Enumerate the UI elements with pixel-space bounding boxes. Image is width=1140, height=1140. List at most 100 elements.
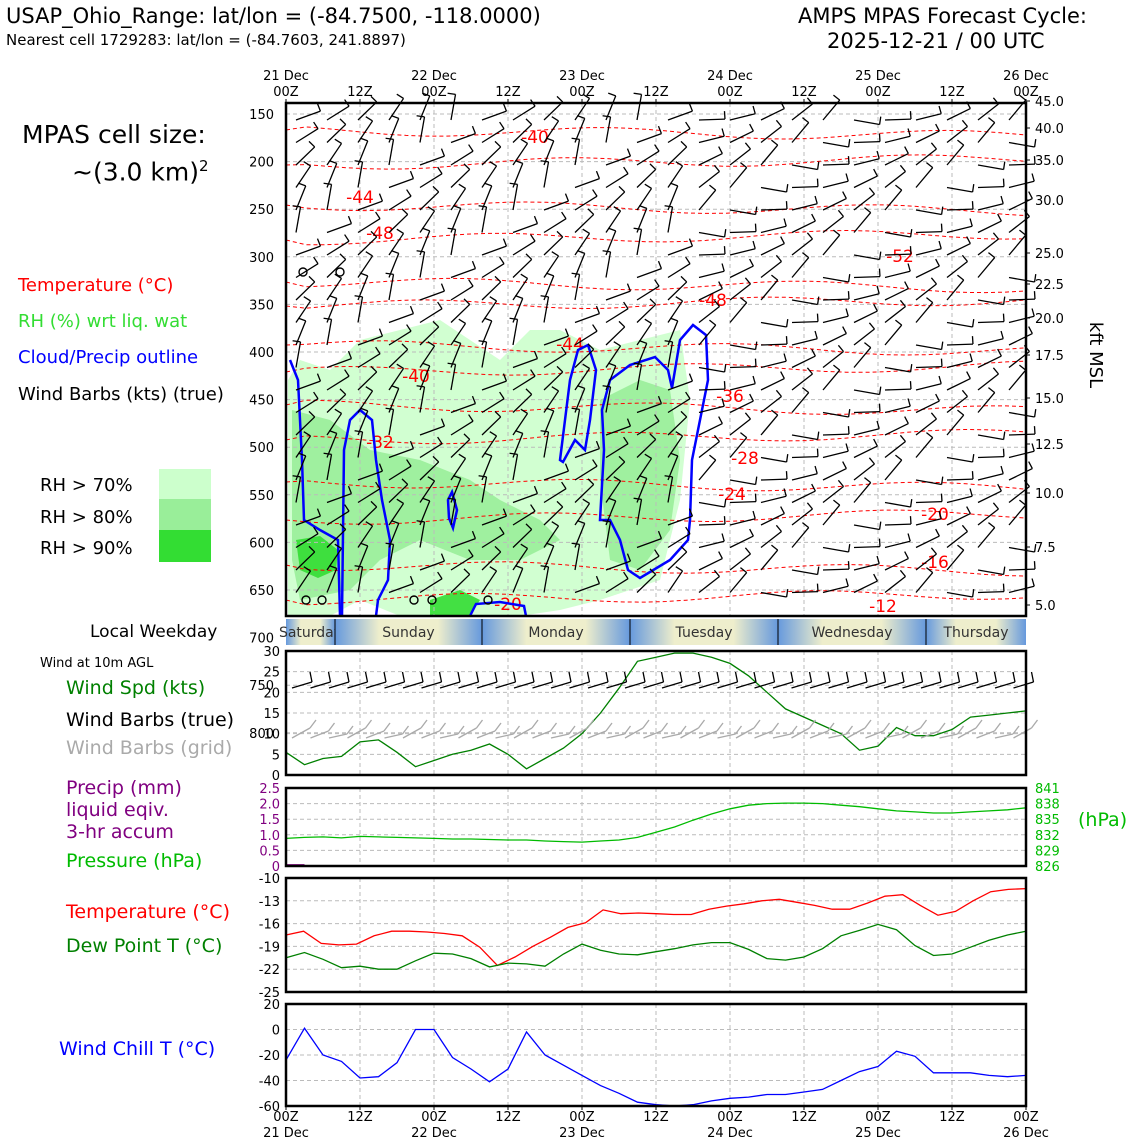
wind-barb-top xyxy=(791,220,816,234)
wind-barb-top xyxy=(1008,504,1027,526)
wind-barb-top xyxy=(729,400,754,414)
wind-barb-flag xyxy=(847,426,850,435)
wind-barb-flag xyxy=(971,471,974,480)
wind-barb-flag xyxy=(969,218,973,227)
wind-barb-flag xyxy=(775,119,782,127)
wind-barb-top xyxy=(760,591,787,598)
wind-barb-top xyxy=(388,348,409,368)
wind-barb-flag xyxy=(1033,139,1037,148)
wind-barb-top xyxy=(822,546,849,553)
wind-barb-top xyxy=(326,528,347,548)
wind-barb-flag xyxy=(551,251,559,257)
wind-barb-top xyxy=(388,483,409,503)
wind-barb-grid-flag xyxy=(475,719,484,729)
wind-barb-top xyxy=(946,495,973,504)
wind-barb-flag xyxy=(878,133,881,142)
wind-barb-top xyxy=(512,393,533,413)
wind-barb-top xyxy=(295,570,312,593)
kft-tick-10: 10.0 xyxy=(1035,487,1064,502)
wind-barb-flag xyxy=(723,364,727,373)
isotherm-11 xyxy=(285,509,1027,525)
wind-barb-flag xyxy=(432,185,440,193)
wind-barb-top xyxy=(729,265,754,279)
wind-barb-top xyxy=(760,478,788,481)
wind-barb-grid xyxy=(902,727,921,739)
wind-barb-flag xyxy=(347,485,353,494)
wind-barb-top xyxy=(326,357,352,369)
wind-barb-flag xyxy=(957,274,965,281)
wind-barb-flag xyxy=(904,416,909,424)
wind-barb-flag xyxy=(785,336,788,345)
temp-contour-label-14: -20 xyxy=(494,595,522,615)
top-day-label-5: 26 Dec xyxy=(1003,69,1049,84)
wind-barb-flag xyxy=(649,298,657,305)
wind-spd-label: Wind Spd (kts) xyxy=(66,677,206,699)
wind-barb-grid-flag xyxy=(568,725,576,735)
wind-barb-top xyxy=(853,328,875,346)
wind-barb-top xyxy=(791,338,818,346)
wind-barb-true-flag xyxy=(790,671,794,683)
top-time-tick-4: 00Z xyxy=(569,85,595,100)
wind-barb-flag xyxy=(685,526,691,535)
wind-barb-flag xyxy=(484,452,492,457)
wind-barb-grid-flag xyxy=(494,722,502,732)
wind-barb-top xyxy=(419,251,426,278)
wind-barb-top xyxy=(853,158,880,166)
wind-barb-flag xyxy=(360,407,368,412)
wind-barb-top xyxy=(636,555,660,571)
wind-barb-flag xyxy=(845,443,849,452)
bottom-time-tick-6: 00Z xyxy=(717,1110,743,1125)
wind-barb-flag xyxy=(595,305,601,314)
wind-barb-flag xyxy=(375,481,381,490)
wind-barb-flag xyxy=(971,454,975,463)
wind-barb-top xyxy=(884,270,911,279)
kft-tick-1: 40.0 xyxy=(1035,122,1064,137)
wind-barb-flag xyxy=(935,258,940,267)
legend-temperature: Temperature (°C) xyxy=(18,275,174,296)
wind-barb-true-flag xyxy=(660,671,665,683)
wind-barb-top xyxy=(915,400,940,414)
wind-barb-flag xyxy=(926,567,934,574)
wind-barb-top xyxy=(977,103,999,121)
wind-barb-flag xyxy=(406,189,412,197)
wind-barb-flag xyxy=(961,389,968,397)
wind-panel-ytick-6: 30 xyxy=(263,645,280,660)
wind-barb-top xyxy=(326,510,350,526)
wind-barb-flag xyxy=(561,481,567,490)
wind-barb-grid-flag xyxy=(364,719,373,729)
pressure-label: Pressure (hPa) xyxy=(66,850,203,872)
wind-barb-flag xyxy=(940,341,944,350)
wind-barb-flag xyxy=(595,440,601,449)
wind-barb-top xyxy=(357,353,381,369)
wind-barb-top xyxy=(977,238,999,256)
wind-barb-true xyxy=(495,681,516,689)
wind-barb-flag xyxy=(416,250,425,253)
isotherm-8 xyxy=(285,399,1027,415)
wind-barb-top xyxy=(295,281,316,301)
wind-barb-flag xyxy=(785,454,789,463)
wind-barb-flag xyxy=(1031,308,1035,317)
wind-barb-true-flag xyxy=(882,671,887,683)
wind-barb-flag xyxy=(811,483,816,492)
wind-barb-flag xyxy=(802,387,810,394)
rh-shading-1 xyxy=(292,410,560,600)
temperature-label: Temperature (°C) xyxy=(66,901,230,923)
wind-barb-top xyxy=(729,148,751,166)
wind-barb-flag xyxy=(654,414,660,422)
wind-barb-flag xyxy=(354,430,363,433)
wind-barb-top xyxy=(295,533,319,549)
wind-barb-flag xyxy=(571,137,580,141)
wind-barb-top xyxy=(760,456,787,463)
temperature-line xyxy=(285,887,1027,967)
wind-barb-top xyxy=(729,383,756,391)
isotherm-2 xyxy=(285,201,1027,217)
wind-barb-top xyxy=(698,270,725,279)
wind-barb-top xyxy=(419,326,440,346)
wind-barb-top xyxy=(853,410,881,414)
calm-circle-4 xyxy=(409,595,419,605)
wind-barb-flag xyxy=(899,569,906,577)
wind-barb-flag xyxy=(988,387,996,394)
wind-barb-flag xyxy=(329,430,337,435)
wind-barb-grid-flag xyxy=(586,719,595,729)
wind-barb-top xyxy=(450,168,471,188)
